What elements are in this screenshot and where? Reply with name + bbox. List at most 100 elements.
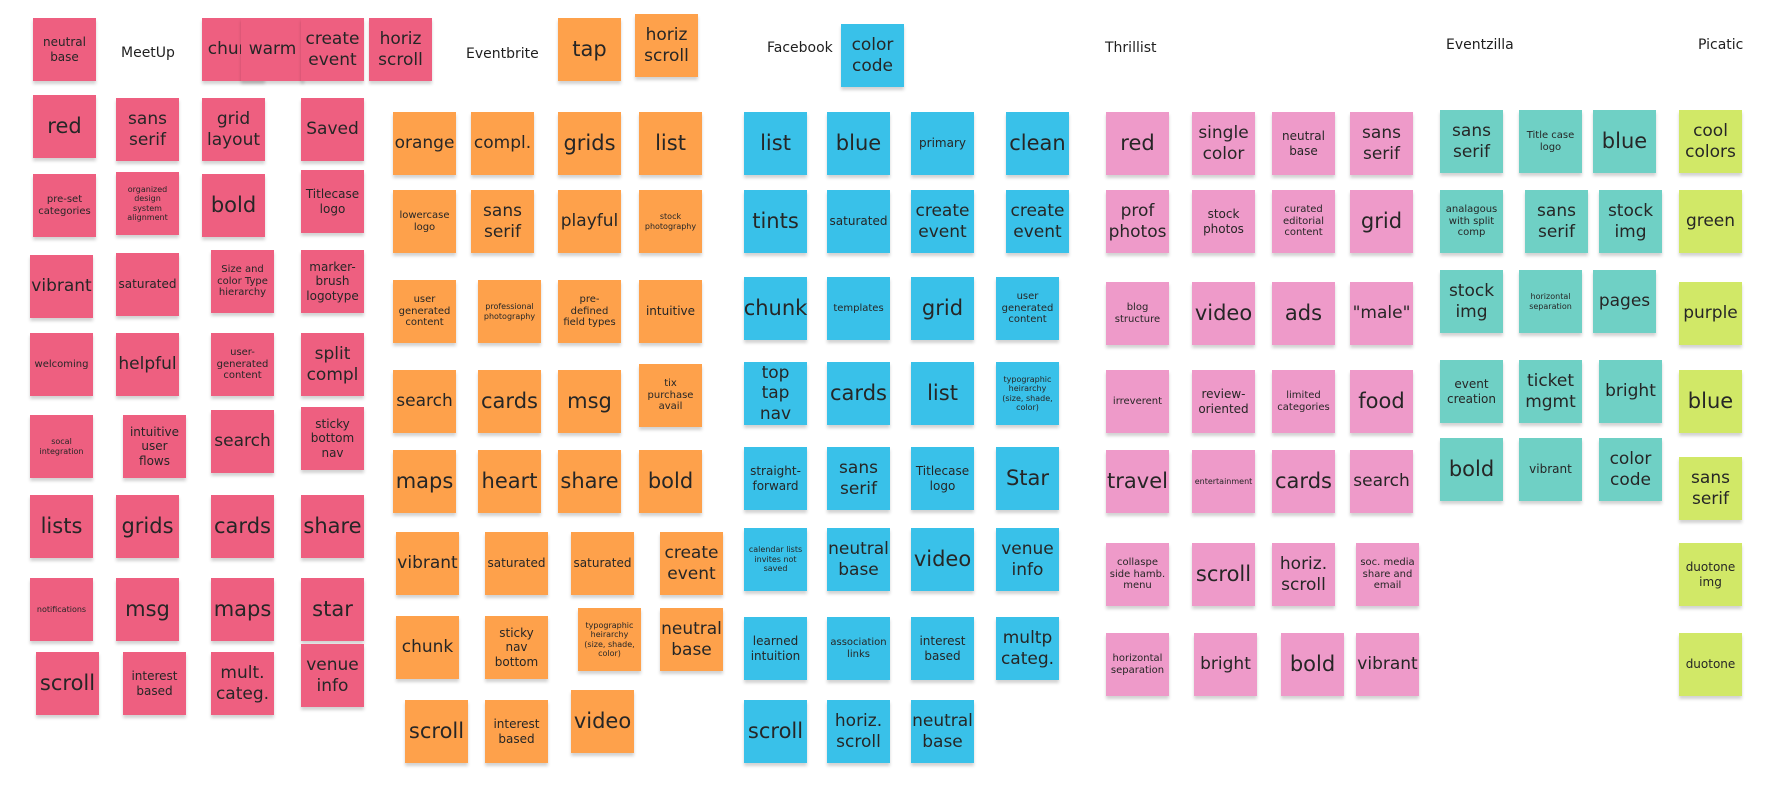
sticky-note[interactable]: horiz. scroll	[827, 700, 890, 763]
sticky-note[interactable]: prof photos	[1106, 190, 1169, 253]
sticky-note[interactable]: horizontal separation	[1106, 633, 1169, 696]
sticky-note[interactable]: grid	[1350, 190, 1413, 253]
sticky-note[interactable]: color code	[841, 24, 904, 87]
sticky-note[interactable]: search	[1350, 450, 1413, 513]
sticky-note[interactable]: neutral base	[911, 700, 974, 763]
sticky-note[interactable]: horiz. scroll	[1272, 543, 1335, 606]
sticky-note[interactable]: entertainment	[1192, 450, 1255, 513]
sticky-note[interactable]: top tap nav	[744, 362, 807, 425]
sticky-note[interactable]: vibrant	[30, 255, 93, 318]
sticky-note[interactable]: bold	[1281, 633, 1344, 696]
sticky-note[interactable]: bold	[1440, 438, 1503, 501]
sticky-note[interactable]: maps	[393, 450, 456, 513]
sticky-note[interactable]: share	[558, 450, 621, 513]
sticky-note[interactable]: professional photography	[478, 280, 541, 343]
sticky-note[interactable]: helpful	[116, 333, 179, 396]
sticky-note[interactable]: search	[393, 370, 456, 433]
sticky-note[interactable]: grids	[116, 495, 179, 558]
sticky-note[interactable]: intuitive	[639, 280, 702, 343]
sticky-note[interactable]: Titlecase logo	[301, 170, 364, 233]
sticky-note[interactable]: create event	[301, 18, 364, 81]
sticky-note[interactable]: bold	[202, 174, 265, 237]
sticky-note[interactable]: sans serif	[116, 98, 179, 161]
sticky-note[interactable]: bold	[639, 450, 702, 513]
sticky-note[interactable]: color code	[1599, 438, 1662, 501]
sticky-note[interactable]: analagous with split comp	[1440, 190, 1503, 253]
sticky-note[interactable]: Star	[996, 447, 1059, 510]
sticky-note[interactable]: video	[571, 690, 634, 753]
sticky-note[interactable]: list	[911, 362, 974, 425]
sticky-note[interactable]: grids	[558, 112, 621, 175]
sticky-note[interactable]: tap	[558, 18, 621, 81]
sticky-note[interactable]: straight-forward	[744, 447, 807, 510]
sticky-note[interactable]: orange	[393, 112, 456, 175]
sticky-note[interactable]: create event	[1006, 190, 1069, 253]
sticky-note[interactable]: duotone	[1679, 633, 1742, 696]
sticky-note[interactable]: msg	[558, 370, 621, 433]
sticky-note[interactable]: scroll	[1192, 543, 1255, 606]
sticky-note[interactable]: vibrant	[396, 532, 459, 595]
sticky-note[interactable]: venue info	[996, 528, 1059, 591]
sticky-note[interactable]: warm	[241, 18, 304, 81]
sticky-note[interactable]: split compl	[301, 333, 364, 396]
sticky-note[interactable]: soc. media share and email	[1356, 543, 1419, 606]
sticky-note[interactable]: vibrant	[1356, 633, 1419, 696]
sticky-note[interactable]: primary	[911, 112, 974, 175]
sticky-note[interactable]: interest based	[123, 652, 186, 715]
sticky-note[interactable]: stock img	[1599, 190, 1662, 253]
sticky-note[interactable]: collaspe side hamb. menu	[1106, 543, 1169, 606]
sticky-note[interactable]: typographic heirarchy (size, shade, colo…	[996, 362, 1059, 425]
sticky-note[interactable]: list	[744, 112, 807, 175]
sticky-note[interactable]: irreverent	[1106, 370, 1169, 433]
sticky-note[interactable]: sans serif	[1440, 110, 1503, 173]
sticky-note[interactable]: neutral base	[1272, 112, 1335, 175]
sticky-note[interactable]: sticky bottom nav	[301, 407, 364, 470]
sticky-note[interactable]: ads	[1272, 282, 1335, 345]
sticky-note[interactable]: green	[1679, 190, 1742, 253]
sticky-note[interactable]: cool colors	[1679, 110, 1742, 173]
sticky-note[interactable]: grid layout	[202, 98, 265, 161]
sticky-note[interactable]: maps	[211, 578, 274, 641]
sticky-note[interactable]: scroll	[405, 700, 468, 763]
sticky-note[interactable]: blue	[827, 112, 890, 175]
sticky-note[interactable]: interest based	[911, 617, 974, 680]
sticky-note[interactable]: vibrant	[1519, 438, 1582, 501]
sticky-note[interactable]: limited categories	[1272, 370, 1335, 433]
sticky-note[interactable]: ticket mgmt	[1519, 360, 1582, 423]
sticky-note[interactable]: grid	[911, 277, 974, 340]
sticky-note[interactable]: mult. categ.	[211, 652, 274, 715]
sticky-note[interactable]: association links	[827, 617, 890, 680]
sticky-note[interactable]: tix purchase avail	[639, 364, 702, 427]
sticky-note[interactable]: create event	[911, 190, 974, 253]
sticky-note[interactable]: compl.	[471, 112, 534, 175]
sticky-note[interactable]: single color	[1192, 112, 1255, 175]
sticky-note[interactable]: sans serif	[471, 190, 534, 253]
sticky-note[interactable]: scroll	[36, 652, 99, 715]
sticky-note[interactable]: socal integration	[30, 415, 93, 478]
sticky-note[interactable]: stock photography	[639, 190, 702, 253]
sticky-note[interactable]: review-oriented	[1192, 370, 1255, 433]
sticky-note[interactable]: welcoming	[30, 333, 93, 396]
sticky-note[interactable]: video	[1192, 282, 1255, 345]
sticky-note[interactable]: list	[639, 112, 702, 175]
sticky-note[interactable]: chunk	[396, 616, 459, 679]
sticky-note[interactable]: stock img	[1440, 270, 1503, 333]
sticky-note[interactable]: learned intuition	[744, 617, 807, 680]
sticky-note[interactable]: Size and color Type hierarchy	[211, 250, 274, 313]
sticky-note[interactable]: food	[1350, 370, 1413, 433]
sticky-note[interactable]: blue	[1679, 370, 1742, 433]
sticky-note[interactable]: neutral base	[660, 608, 723, 671]
sticky-note[interactable]: scroll	[744, 700, 807, 763]
sticky-note[interactable]: clean	[1006, 112, 1069, 175]
sticky-note[interactable]: typographic heirarchy (size, shade, colo…	[578, 608, 641, 671]
sticky-note[interactable]: saturated	[485, 532, 548, 595]
sticky-note[interactable]: horiz scroll	[635, 14, 698, 77]
sticky-note[interactable]: heart	[478, 450, 541, 513]
sticky-note[interactable]: venue info	[301, 644, 364, 707]
sticky-note[interactable]: red	[33, 95, 96, 158]
sticky-note[interactable]: bright	[1194, 633, 1257, 696]
sticky-note[interactable]: curated editorial content	[1272, 190, 1335, 253]
sticky-note[interactable]: sticky nav bottom	[485, 616, 548, 679]
sticky-note[interactable]: user-generated content	[211, 333, 274, 396]
sticky-note[interactable]: cards	[1272, 450, 1335, 513]
